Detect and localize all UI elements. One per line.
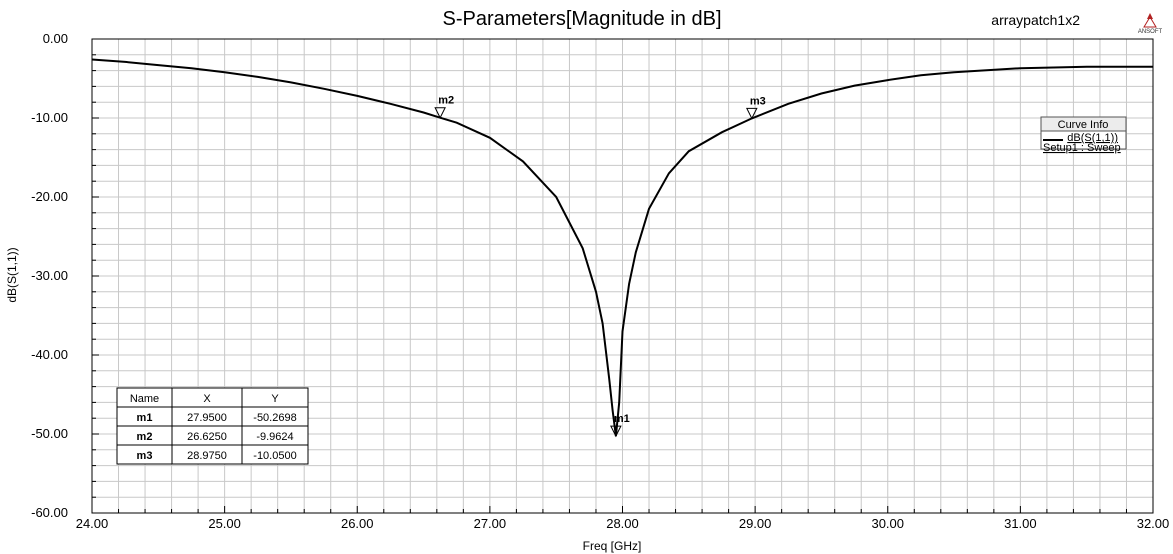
markers: m1 m2 m3 bbox=[434, 95, 766, 438]
project-name: arraypatch1x2 bbox=[991, 12, 1080, 28]
marker-label-m3: m3 bbox=[750, 95, 766, 107]
marker-m1[interactable] bbox=[610, 425, 622, 438]
y-tick-label: -60.00 bbox=[31, 505, 68, 520]
y-tick-label: 0.00 bbox=[43, 31, 68, 46]
marker-table-cell: 28.9750 bbox=[187, 450, 227, 462]
marker-table: Name X Ym1 27.9500 -50.2698 m2 26.6250 -9.9624 m… bbox=[116, 387, 309, 465]
x-axis-title: Freq [GHz] bbox=[583, 539, 642, 553]
legend-title: Curve Info bbox=[1058, 119, 1109, 131]
y-axis-tick-labels: 0.00 -10.00 -20.00 -30.00 -40.00 -50.00 -60.00 bbox=[31, 31, 68, 520]
ansoft-logo: ANSOFT bbox=[1138, 13, 1163, 35]
x-tick-label: 24.00 bbox=[76, 516, 109, 531]
x-tick-label: 31.00 bbox=[1004, 516, 1037, 531]
marker-table-cell: 26.6250 bbox=[187, 431, 227, 443]
marker-table-cell: m2 bbox=[137, 431, 153, 443]
x-tick-label: 26.00 bbox=[341, 516, 374, 531]
logo-text: ANSOFT bbox=[1138, 29, 1163, 35]
marker-table-cell: -10.0500 bbox=[253, 450, 296, 462]
curve-info-legend[interactable]: Curve Info dB(S(1,1)) Setup1 : Sweep bbox=[1040, 116, 1127, 154]
series-line-dB-S11 bbox=[91, 58, 1153, 437]
x-tick-label: 30.00 bbox=[871, 516, 904, 531]
marker-table-cell: m1 bbox=[137, 412, 153, 424]
y-tick-label: -20.00 bbox=[31, 189, 68, 204]
legend-setup-label[interactable]: Setup1 : Sweep bbox=[1043, 142, 1121, 154]
axis-ticks bbox=[91, 38, 1154, 514]
legend-header bbox=[1040, 116, 1127, 132]
legend-trace-label[interactable]: dB(S(1,1)) bbox=[1067, 132, 1118, 144]
marker-label-m1: m1 bbox=[614, 413, 630, 425]
marker-table-cell: m3 bbox=[137, 450, 153, 462]
y-axis-title: dB(S(1,1)) bbox=[5, 247, 19, 302]
x-axis-tick-labels: 24.00 25.00 26.00 27.00 28.00 29.00 30.00 31.00… bbox=[76, 516, 1170, 531]
marker-label-m2: m2 bbox=[438, 95, 454, 107]
marker-table-header: Name bbox=[130, 393, 159, 405]
y-tick-label: -10.00 bbox=[31, 110, 68, 125]
x-tick-label: 29.00 bbox=[739, 516, 772, 531]
marker-table-header: Y bbox=[271, 393, 279, 405]
x-tick-label: 25.00 bbox=[208, 516, 241, 531]
y-tick-label: -30.00 bbox=[31, 268, 68, 283]
marker-table-header: X bbox=[203, 393, 211, 405]
marker-m2[interactable] bbox=[434, 107, 446, 119]
chart-title: S-Parameters[Magnitude in dB] bbox=[442, 8, 721, 30]
x-tick-label: 32.00 bbox=[1137, 516, 1170, 531]
marker-table-cell: -9.9624 bbox=[256, 431, 293, 443]
marker-table-cell: -50.2698 bbox=[253, 412, 296, 424]
x-tick-label: 27.00 bbox=[474, 516, 507, 531]
marker-m3[interactable] bbox=[746, 107, 758, 120]
y-tick-label: -50.00 bbox=[31, 426, 68, 441]
y-tick-label: -40.00 bbox=[31, 347, 68, 362]
marker-table-cell: 27.9500 bbox=[187, 412, 227, 424]
x-tick-label: 28.00 bbox=[606, 516, 639, 531]
